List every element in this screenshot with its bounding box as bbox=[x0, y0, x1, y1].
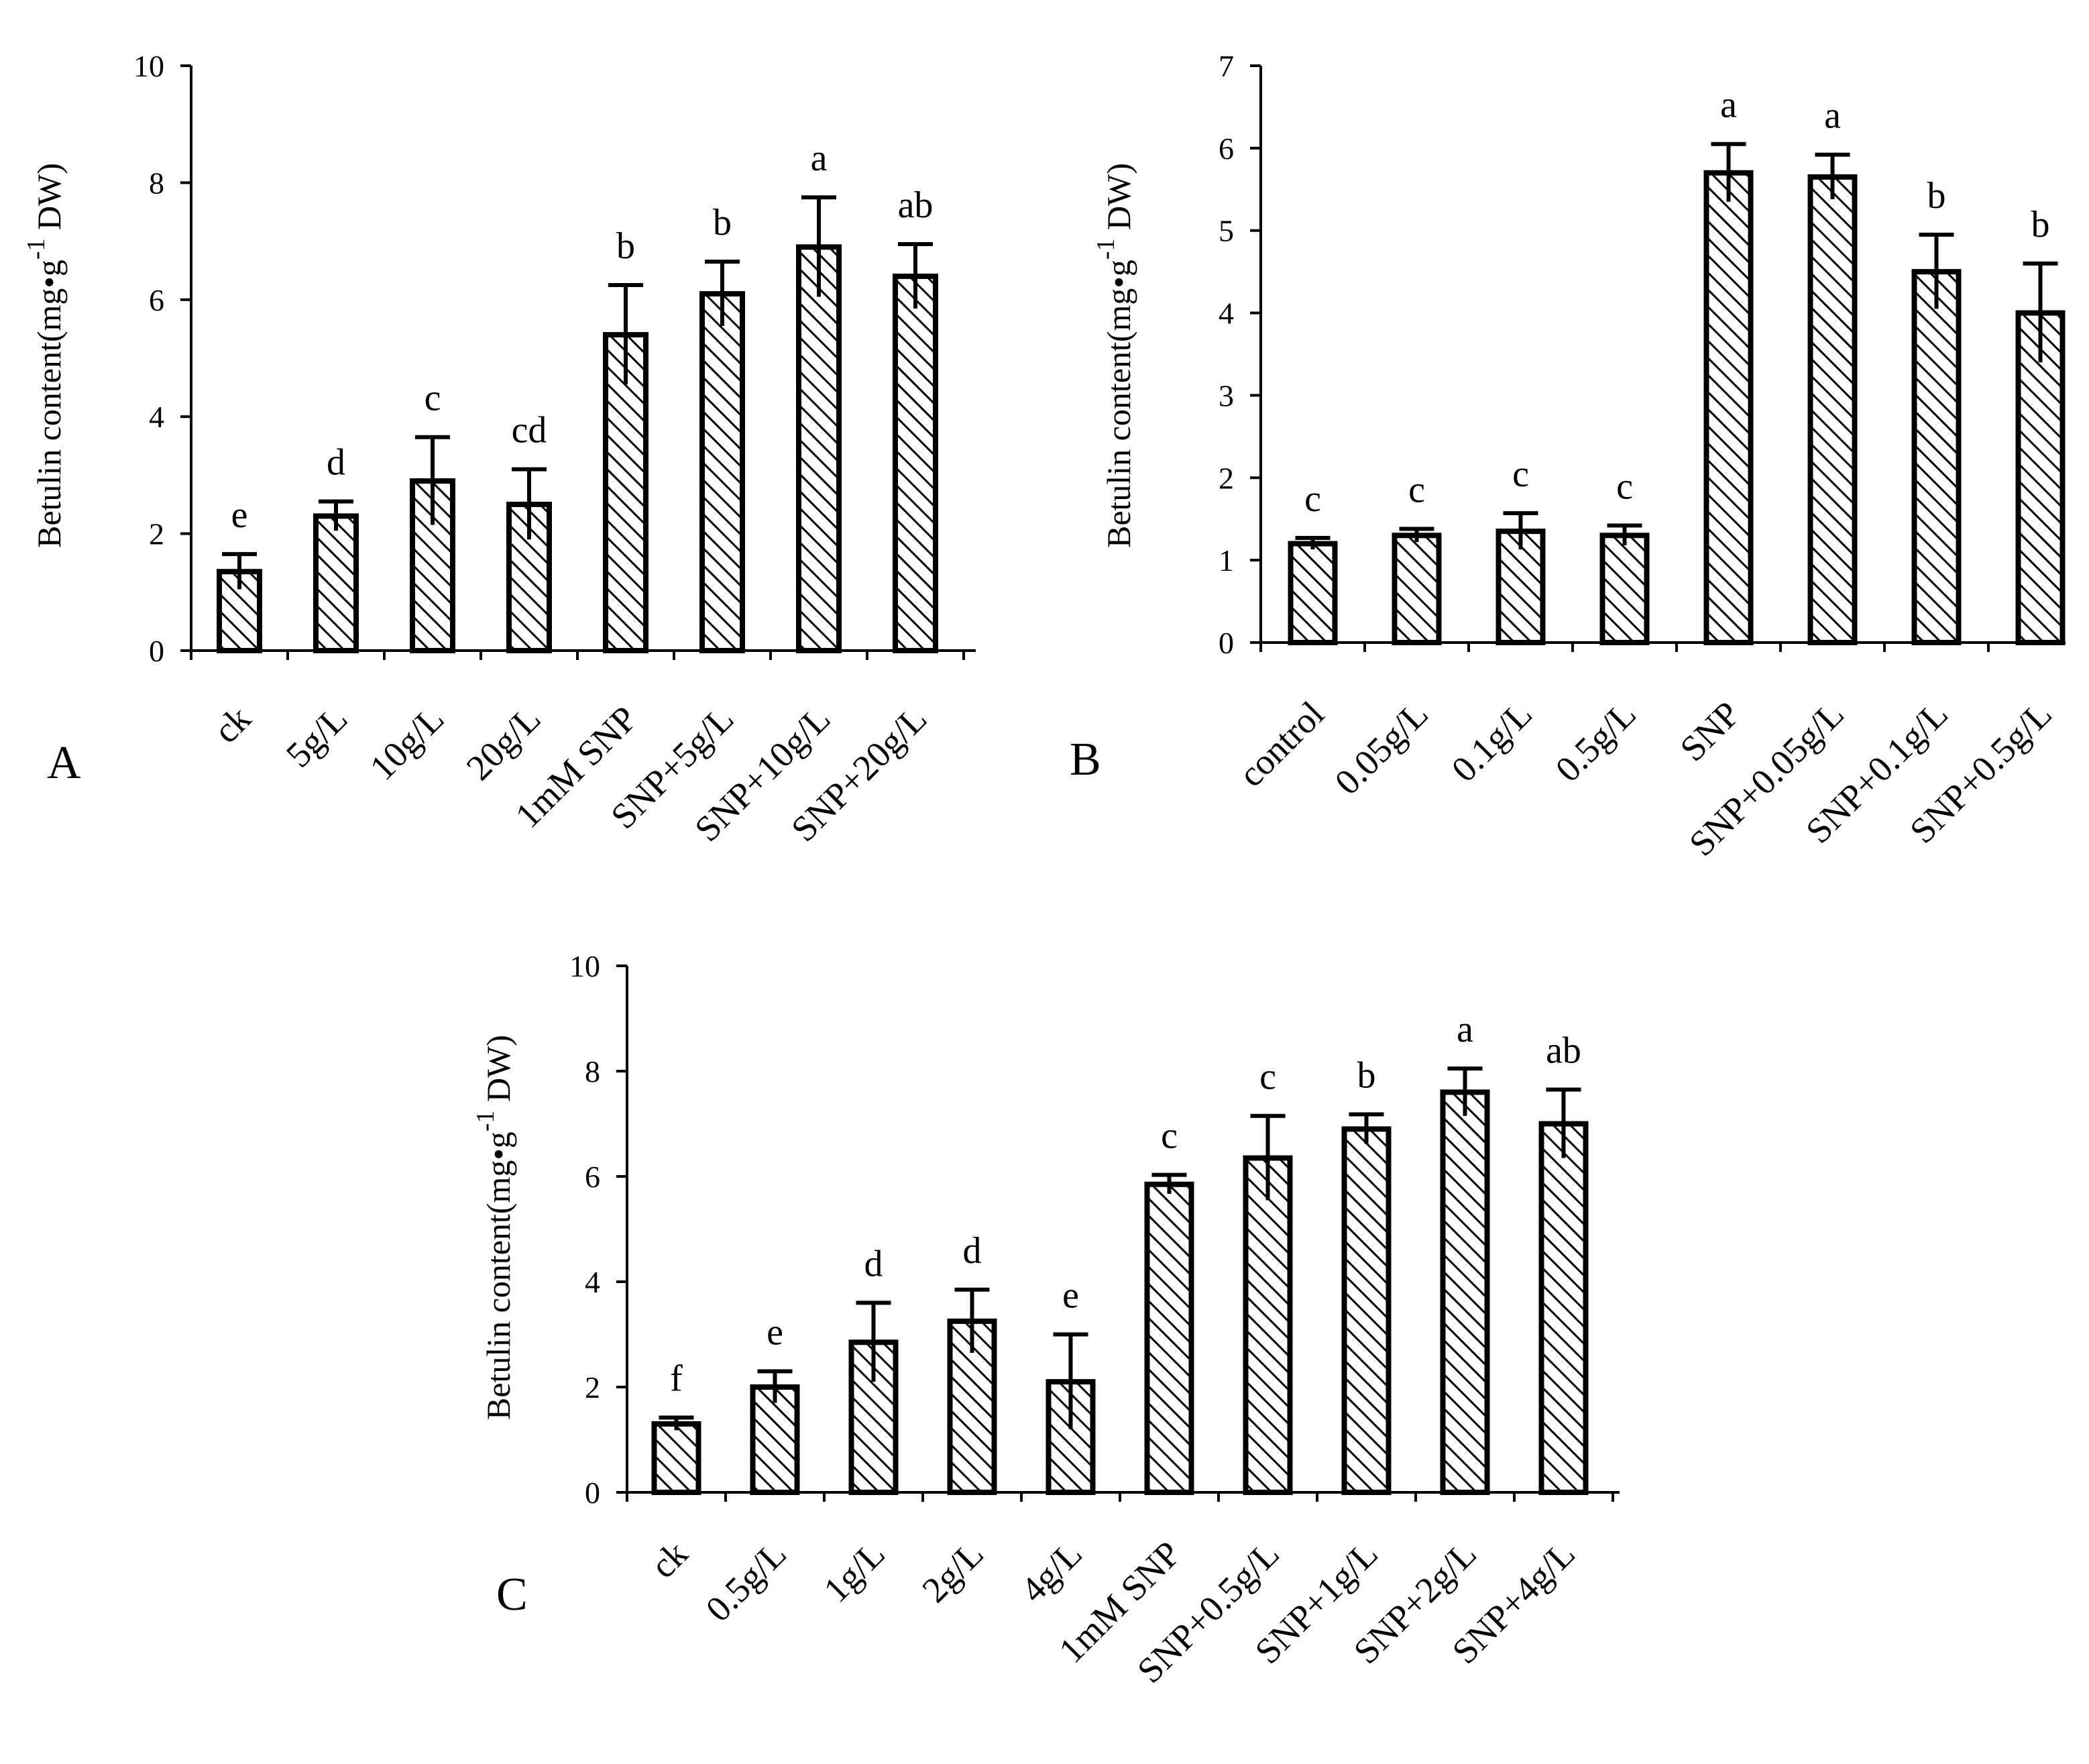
bar bbox=[651, 1421, 701, 1495]
y-tick-label: 6 bbox=[585, 1160, 600, 1194]
bar bbox=[1144, 1181, 1194, 1496]
category-label: 0.1g/L bbox=[1444, 694, 1540, 789]
significance-letter: e bbox=[1062, 1275, 1079, 1317]
y-axis-label-tail: DW) bbox=[479, 1035, 517, 1110]
panel-a-chart: 0 2 4 6 8 10 Betulin content(mg•g-1 DW) e ck d 5g/… bbox=[22, 49, 976, 849]
bar bbox=[1392, 533, 1442, 645]
bar bbox=[1440, 1089, 1490, 1495]
significance-letter: b bbox=[616, 225, 635, 267]
bar bbox=[699, 291, 745, 653]
y-axis-label: Betulin content(mg•g-1 DW) bbox=[22, 163, 68, 548]
category-label: 10g/L bbox=[362, 698, 452, 788]
significance-letter: a bbox=[1457, 1009, 1473, 1050]
y-tick-label: 0 bbox=[1219, 626, 1234, 660]
significance-letter: c bbox=[1512, 453, 1529, 495]
category-label: ck bbox=[643, 1533, 695, 1586]
significance-letter: ab bbox=[898, 184, 934, 226]
y-tick-label: 6 bbox=[1219, 131, 1234, 166]
panel-letter: B bbox=[1070, 734, 1101, 785]
significance-letter: a bbox=[811, 137, 828, 179]
bar bbox=[1538, 1121, 1589, 1495]
significance-letter: c bbox=[1161, 1115, 1178, 1157]
bar bbox=[1243, 1155, 1293, 1496]
y-tick-label: 0 bbox=[585, 1476, 600, 1510]
category-label: control bbox=[1231, 694, 1332, 795]
category-label: ck bbox=[206, 698, 258, 751]
y-tick-label: 10 bbox=[133, 49, 164, 83]
y-tick-label: 1 bbox=[1219, 543, 1234, 577]
bar bbox=[750, 1384, 800, 1495]
significance-letter: a bbox=[1824, 95, 1841, 137]
panel-c-chart: 0 2 4 6 8 10 Betulin content(mg•g-1 DW) f ck e 0.5… bbox=[471, 949, 1620, 1691]
y-axis-label: Betulin content(mg•g-1 DW) bbox=[471, 1035, 517, 1420]
significance-letter: d bbox=[327, 442, 345, 484]
y-axis-label-superscript: -1 bbox=[1092, 238, 1120, 260]
y-axis-label: Betulin content(mg•g-1 DW) bbox=[1092, 163, 1137, 548]
category-label: 5g/L bbox=[278, 698, 355, 775]
significance-letter: c bbox=[1408, 469, 1425, 510]
category-label: 20g/L bbox=[459, 698, 549, 788]
significance-letter: a bbox=[1720, 85, 1737, 126]
significance-letter: b bbox=[2031, 204, 2050, 245]
category-label: 4g/L bbox=[1013, 1533, 1090, 1610]
significance-letter: cd bbox=[512, 410, 547, 451]
y-axis-label-tail: DW) bbox=[1100, 163, 1137, 238]
significance-letter: c bbox=[1616, 466, 1633, 508]
y-tick-label: 6 bbox=[149, 283, 164, 317]
bar bbox=[603, 332, 648, 653]
y-tick-label: 4 bbox=[149, 400, 164, 434]
category-label: 0.5g/L bbox=[1548, 694, 1644, 789]
y-tick-label: 8 bbox=[585, 1054, 600, 1089]
y-tick-label: 2 bbox=[1219, 461, 1234, 495]
bar bbox=[893, 273, 938, 654]
significance-letter: c bbox=[425, 378, 441, 419]
y-axis-label-main: Betulin content(mg•g bbox=[479, 1132, 517, 1420]
significance-letter: d bbox=[864, 1243, 883, 1284]
significance-letter: d bbox=[963, 1230, 982, 1272]
bar bbox=[1703, 170, 1754, 645]
y-axis-label-superscript: -1 bbox=[22, 238, 50, 260]
bar bbox=[796, 244, 842, 653]
bar bbox=[313, 513, 359, 653]
y-tick-label: 4 bbox=[585, 1265, 600, 1299]
y-tick-label: 5 bbox=[1219, 214, 1234, 248]
bar bbox=[1911, 269, 1962, 645]
significance-letter: e bbox=[767, 1311, 783, 1353]
significance-letter: b bbox=[1927, 175, 1946, 217]
bar bbox=[1807, 174, 1858, 646]
bar bbox=[1599, 533, 1650, 645]
y-axis-label-tail: DW) bbox=[30, 163, 68, 238]
significance-letter: e bbox=[231, 494, 248, 536]
y-tick-label: 3 bbox=[1219, 378, 1234, 412]
bar bbox=[1288, 541, 1338, 645]
y-axis-label-superscript: -1 bbox=[471, 1110, 500, 1132]
y-axis-label-main: Betulin content(mg•g bbox=[30, 260, 68, 548]
category-label: SNP bbox=[1673, 694, 1748, 769]
category-label: 2g/L bbox=[914, 1533, 991, 1610]
category-label: 1g/L bbox=[815, 1533, 893, 1610]
significance-letter: c bbox=[1304, 478, 1321, 520]
significance-letter: f bbox=[670, 1358, 683, 1400]
category-label: 0.5g/L bbox=[698, 1533, 794, 1629]
bar bbox=[1341, 1126, 1392, 1495]
panel-letter: C bbox=[496, 1569, 528, 1620]
significance-letter: b bbox=[713, 202, 732, 243]
panel-b-chart: 0 1 2 3 4 5 6 7 Betulin content(mg•g-1 DW) c contr… bbox=[1070, 49, 2066, 864]
category-label: 0.05g/L bbox=[1327, 694, 1436, 802]
y-tick-label: 10 bbox=[569, 949, 600, 983]
y-tick-label: 4 bbox=[1219, 296, 1234, 331]
y-tick-label: 2 bbox=[585, 1370, 600, 1404]
significance-letter: b bbox=[1357, 1054, 1376, 1096]
significance-letter: ab bbox=[1546, 1030, 1581, 1071]
y-tick-label: 0 bbox=[149, 634, 164, 668]
significance-letter: c bbox=[1259, 1056, 1276, 1098]
panel-letter: A bbox=[47, 737, 81, 789]
y-tick-label: 8 bbox=[149, 166, 164, 200]
y-tick-label: 2 bbox=[149, 517, 164, 551]
y-tick-label: 7 bbox=[1219, 49, 1234, 83]
y-axis-label-main: Betulin content(mg•g bbox=[1100, 260, 1137, 548]
